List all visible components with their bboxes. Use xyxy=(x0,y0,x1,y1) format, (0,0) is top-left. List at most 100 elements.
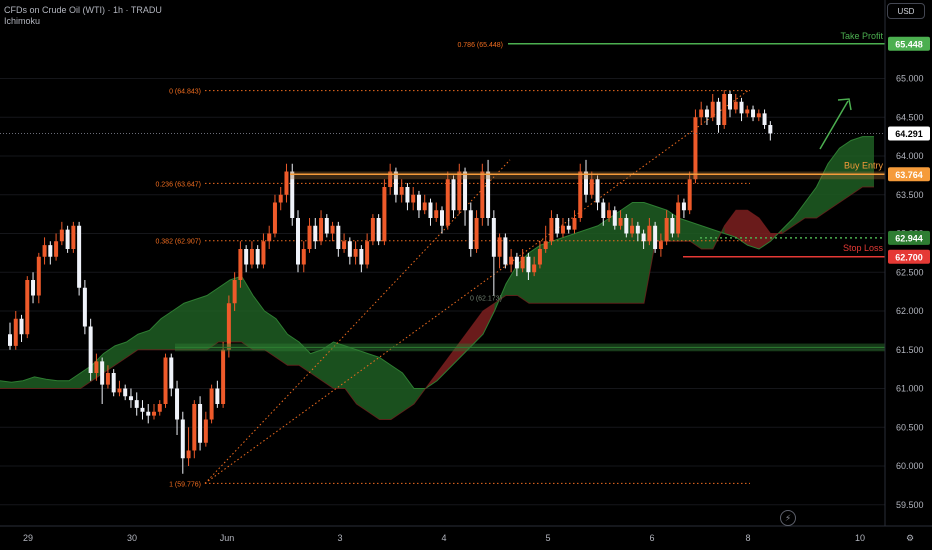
candle-body xyxy=(203,419,208,443)
time-tick-label: 10 xyxy=(855,533,865,543)
time-axis: 29 30 Jun 3 4 5 6 8 10 ⚙ xyxy=(0,525,932,550)
cloud-segment xyxy=(552,237,564,304)
candle-body xyxy=(284,171,289,195)
price-tick-label: 64.500 xyxy=(896,112,924,122)
fib-label: 0.786 (65.448) xyxy=(457,42,503,49)
cloud-segment xyxy=(195,295,207,350)
candle-body xyxy=(336,225,341,249)
candle-body xyxy=(451,179,456,211)
candle-body xyxy=(94,361,99,373)
cloud-segment xyxy=(598,218,610,304)
candle-body xyxy=(756,113,761,118)
candle-body xyxy=(140,407,145,412)
candle-body xyxy=(232,280,237,304)
buy-entry-tag-label: 63.764 xyxy=(895,170,923,180)
candle-body xyxy=(186,450,191,459)
candle-body xyxy=(584,171,588,195)
ichimoku-tag xyxy=(888,230,930,245)
candle-body xyxy=(560,225,565,234)
candle-body xyxy=(296,218,300,265)
take-profit-tag xyxy=(888,36,930,51)
candle-body xyxy=(699,109,704,118)
settings-icon: ⚙ xyxy=(906,533,914,543)
candle-body xyxy=(670,218,675,234)
candle-body xyxy=(65,229,70,249)
cloud-segment xyxy=(379,357,391,420)
buy-entry-zone xyxy=(290,171,885,180)
price-tick-label: 62.500 xyxy=(896,267,924,277)
cloud-segment xyxy=(828,148,840,211)
price-tick-label: 64.000 xyxy=(896,151,924,161)
cloud-segment xyxy=(644,202,656,304)
candle-body xyxy=(359,249,364,265)
candle-body xyxy=(376,218,381,242)
candle-body xyxy=(267,233,272,242)
candle-body xyxy=(249,249,254,265)
candle-body xyxy=(601,202,606,218)
cloud-segment xyxy=(0,380,12,389)
cloud-segment xyxy=(356,349,368,412)
candle-body xyxy=(537,249,542,265)
candle-body xyxy=(687,179,692,211)
last-price-tag-label: 64.291 xyxy=(895,129,923,139)
price-tick-label: 65.000 xyxy=(896,74,924,84)
candle-body xyxy=(762,113,767,125)
price-tick-label: 60.000 xyxy=(896,461,924,471)
candle-body xyxy=(676,202,681,234)
candle-body xyxy=(301,249,306,265)
cloud-segment xyxy=(655,206,667,242)
stop-loss-label: Stop Loss xyxy=(843,243,884,253)
cloud-segment xyxy=(149,318,161,350)
candle-body xyxy=(163,357,168,404)
cloud-segment xyxy=(391,365,403,420)
candle-body xyxy=(635,225,640,234)
cloud-segment xyxy=(34,376,46,389)
candle-body xyxy=(434,210,439,218)
cloud-segment xyxy=(437,357,449,381)
candle-body xyxy=(411,194,416,203)
price-tick-label: 59.500 xyxy=(896,500,924,510)
candle-body xyxy=(77,225,82,288)
candle-body xyxy=(347,241,352,257)
candle-body xyxy=(739,101,744,114)
candle-body xyxy=(405,187,410,203)
axis-background xyxy=(885,0,932,550)
take-profit-label: Take Profit xyxy=(840,31,883,41)
candle-body xyxy=(457,171,462,211)
candle-body xyxy=(416,194,421,211)
indicator-name: Ichimoku xyxy=(4,16,41,26)
candle-body xyxy=(664,218,669,242)
cloud-segment xyxy=(701,225,713,249)
candle-body xyxy=(209,388,214,420)
cloud-segment xyxy=(184,299,196,350)
candle-body xyxy=(595,179,600,203)
cloud-segment xyxy=(632,202,644,304)
candle-body xyxy=(192,404,197,451)
stop-loss-tag-label: 62.700 xyxy=(895,252,923,262)
candle-body xyxy=(238,249,243,280)
currency-button[interactable]: USD xyxy=(887,3,925,19)
stop-loss-tag xyxy=(888,249,930,264)
candle-body xyxy=(111,373,116,393)
cloud-segment xyxy=(253,295,265,350)
price-tick-label: 60.500 xyxy=(896,422,924,432)
candle-body xyxy=(353,249,358,257)
cloud-segment xyxy=(57,380,69,389)
candle-body xyxy=(365,241,370,265)
candle-body xyxy=(123,388,128,397)
cloud-segment xyxy=(103,345,115,373)
candle-body xyxy=(244,249,249,265)
candle-body xyxy=(105,373,110,385)
time-tick-label: 3 xyxy=(337,533,342,543)
candle-body xyxy=(134,400,139,408)
cloud-segment xyxy=(805,187,817,218)
cloud-segment xyxy=(586,225,598,304)
cloud-segment xyxy=(333,342,345,389)
lightning-icon[interactable]: ⚡ xyxy=(780,510,796,526)
time-tick-label: 6 xyxy=(649,533,654,543)
cloud-segment xyxy=(287,334,299,366)
senkou-span-a xyxy=(0,136,874,389)
time-tick-label: 4 xyxy=(441,533,446,543)
trade-levels: Take Profit Buy Entry Stop Loss xyxy=(0,31,885,352)
